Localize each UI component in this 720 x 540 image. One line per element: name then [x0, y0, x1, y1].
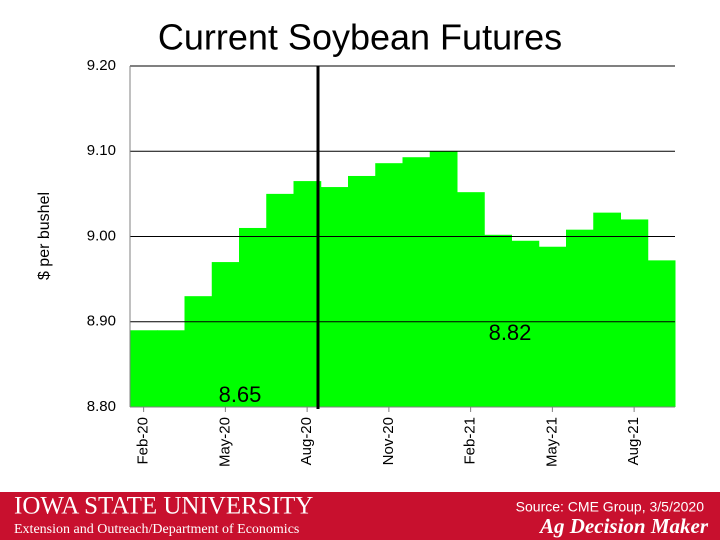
y-tick-label: 9.20 — [87, 57, 116, 74]
bar — [266, 193, 294, 407]
chart-title: Current Soybean Futures — [158, 17, 562, 58]
bar — [130, 330, 158, 407]
y-tick-label: 8.80 — [87, 398, 116, 415]
bar — [239, 227, 267, 407]
bar — [457, 192, 485, 407]
y-axis-label: $ per bushel — [36, 192, 53, 280]
bar — [402, 157, 431, 407]
bar — [484, 234, 512, 407]
source: Source: CME Group, 3/5/2020 — [516, 499, 705, 515]
footer-band — [0, 492, 720, 540]
bar — [511, 240, 540, 407]
brand: Ag Decision Maker — [538, 514, 709, 538]
bar — [211, 262, 240, 407]
y-tick-label: 9.10 — [87, 142, 116, 159]
y-tick-label: 8.90 — [87, 313, 116, 330]
bar — [348, 175, 376, 407]
x-tick-label: Nov-20 — [380, 417, 397, 465]
bar — [593, 212, 621, 407]
bar — [566, 229, 594, 407]
bar — [620, 219, 649, 407]
bar — [375, 163, 403, 407]
annotation: 8.82 — [489, 320, 532, 345]
annotation: 8.65 — [219, 382, 262, 407]
department: Extension and Outreach/Department of Eco… — [14, 522, 299, 537]
plot-area: 8.80 8.90 9.00 9.10 9.20 Feb-20 May-20 Aug-20 No… — [87, 57, 676, 467]
bar — [157, 330, 185, 407]
bar — [320, 187, 349, 407]
x-tick-label: Feb-20 — [135, 417, 152, 465]
x-tick-label: May-21 — [543, 417, 560, 467]
university-name: Iowa State University — [14, 493, 313, 520]
x-tick-label: Aug-21 — [625, 417, 642, 465]
y-tick-label: 9.00 — [87, 227, 116, 244]
bar — [538, 246, 567, 407]
x-tick-label: May-20 — [216, 417, 233, 467]
bar — [429, 151, 458, 407]
x-tick-label: Feb-21 — [462, 417, 479, 465]
x-tick-label: Aug-20 — [298, 417, 315, 465]
bar — [647, 260, 676, 407]
bar — [184, 296, 213, 407]
